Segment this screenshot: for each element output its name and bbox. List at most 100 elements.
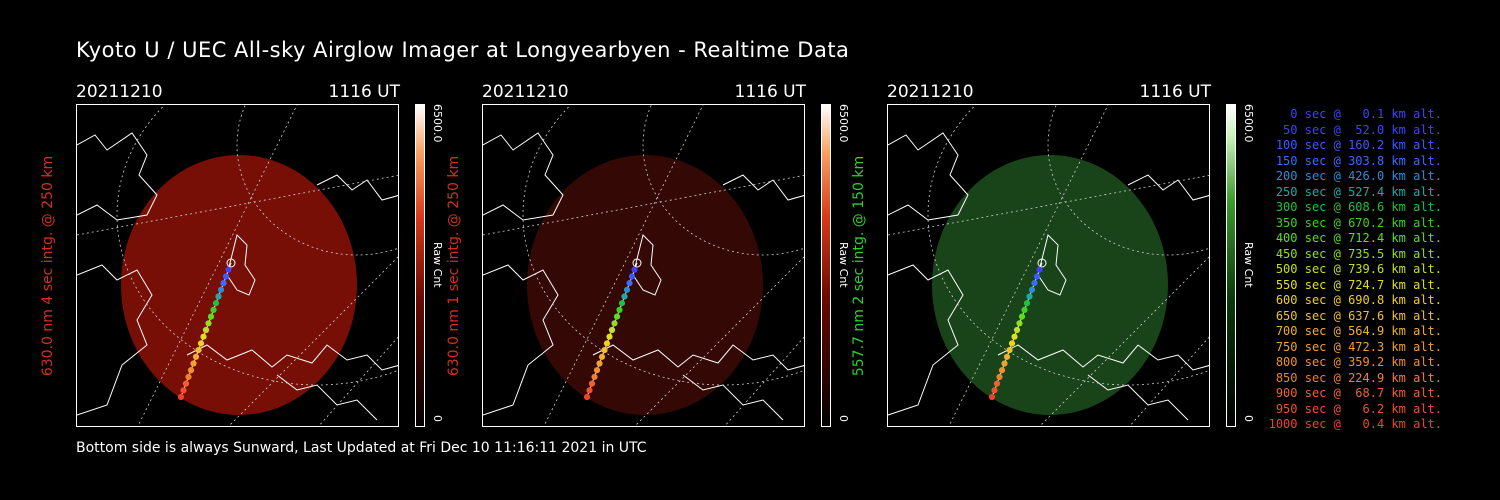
trajectory-point bbox=[593, 367, 601, 374]
panel-ylabel: 557.7 nm 2 sec intg. @ 150 km bbox=[851, 155, 867, 377]
trajectory-point bbox=[205, 320, 212, 327]
legend-entry: 700 sec @ 564.9 km alt. bbox=[1275, 324, 1442, 338]
legend-entry: 100 sec @ 160.2 km alt. bbox=[1275, 138, 1442, 152]
allsky-image bbox=[482, 104, 805, 427]
trajectory-point bbox=[618, 300, 626, 307]
trajectory-point bbox=[616, 306, 623, 313]
trajectory-point bbox=[207, 313, 215, 320]
colorbar-min: 0 bbox=[431, 415, 444, 422]
allsky-image bbox=[76, 104, 399, 427]
colorbar-unit: Raw Cnt bbox=[1242, 242, 1255, 288]
trajectory-legend: 0 sec @ 0.1 km alt. 50 sec @ 52.0 km alt.… bbox=[1262, 107, 1442, 433]
trajectory-point bbox=[215, 293, 222, 300]
imager-panel-1: 20211210 1116 UT 630.0 nm 4 sec intg. @ … bbox=[40, 82, 506, 432]
trajectory-line bbox=[177, 258, 236, 401]
trajectory-point bbox=[192, 353, 200, 360]
trajectory-point bbox=[210, 306, 217, 313]
legend-entry: 350 sec @ 670.2 km alt. bbox=[1275, 215, 1442, 230]
trajectory-point bbox=[220, 280, 227, 287]
airglow-field bbox=[121, 155, 357, 415]
legend-entry: 750 sec @ 472.3 km alt. bbox=[1275, 339, 1442, 354]
trajectory-point bbox=[212, 300, 220, 307]
trajectory-point bbox=[190, 360, 197, 367]
colorbar-max: 6500.0 bbox=[431, 104, 444, 143]
panel-date: 20211210 bbox=[76, 82, 163, 102]
trajectory-point bbox=[603, 340, 611, 347]
airglow-field bbox=[932, 155, 1168, 415]
trajectory-point bbox=[1037, 258, 1047, 268]
colorbar bbox=[415, 104, 425, 427]
colorbar-unit: Raw Cnt bbox=[837, 242, 850, 288]
legend-entry: 950 sec @ 6.2 km alt. bbox=[1275, 401, 1442, 416]
legend-entry: 600 sec @ 690.8 km alt. bbox=[1275, 293, 1442, 307]
trajectory-point bbox=[1026, 293, 1033, 300]
legend-entry: 50 sec @ 52.0 km alt. bbox=[1283, 122, 1442, 137]
legend-entry: 850 sec @ 224.9 km alt. bbox=[1275, 370, 1442, 385]
trajectory-point bbox=[225, 266, 232, 273]
legend-entry: 1000 sec @ 0.4 km alt. bbox=[1268, 417, 1442, 431]
trajectory-point bbox=[1001, 360, 1008, 367]
panel-time: 1116 UT bbox=[1139, 82, 1212, 102]
panel-time: 1116 UT bbox=[328, 82, 401, 102]
trajectory-point bbox=[1021, 306, 1028, 313]
legend-entry: 650 sec @ 637.6 km alt. bbox=[1275, 308, 1442, 323]
trajectory-point bbox=[1003, 353, 1011, 360]
trajectory-point bbox=[182, 380, 190, 387]
legend-entry: 550 sec @ 724.7 km alt. bbox=[1275, 277, 1442, 292]
trajectory-point bbox=[996, 373, 1003, 380]
trajectory-point bbox=[626, 280, 633, 287]
graticule bbox=[77, 105, 398, 426]
trajectory-point bbox=[991, 387, 998, 394]
trajectory-point bbox=[608, 326, 616, 334]
colorbar-max: 6500.0 bbox=[837, 104, 850, 143]
trajectory-point bbox=[988, 393, 996, 401]
trajectory-point bbox=[195, 347, 202, 354]
trajectory-point bbox=[1011, 333, 1018, 340]
colorbar-unit: Raw Cnt bbox=[431, 242, 444, 288]
graticule bbox=[483, 105, 804, 426]
legend-entry: 200 sec @ 426.0 km alt. bbox=[1275, 169, 1442, 183]
trajectory-point bbox=[202, 326, 210, 334]
trajectory-point bbox=[606, 333, 613, 340]
legend-entry: 900 sec @ 68.7 km alt. bbox=[1275, 386, 1442, 400]
trajectory-point bbox=[628, 273, 636, 280]
colorbar-min: 0 bbox=[1242, 415, 1255, 422]
legend-entry: 450 sec @ 735.5 km alt. bbox=[1275, 246, 1442, 261]
trajectory-point bbox=[596, 360, 603, 367]
colorbar-min: 0 bbox=[837, 415, 850, 422]
trajectory-point bbox=[598, 353, 606, 360]
legend-entry: 250 sec @ 527.4 km alt. bbox=[1275, 184, 1442, 199]
trajectory-point bbox=[1028, 286, 1036, 293]
trajectory-point bbox=[1031, 280, 1038, 287]
page-title: Kyoto U / UEC All-sky Airglow Imager at … bbox=[76, 38, 850, 62]
colorbar-max: 6500.0 bbox=[1242, 104, 1255, 143]
trajectory-line bbox=[988, 258, 1047, 401]
trajectory-point bbox=[200, 333, 207, 340]
trajectory-point bbox=[1013, 326, 1021, 334]
trajectory-point bbox=[631, 266, 638, 273]
trajectory-point bbox=[1036, 266, 1043, 273]
panel-time: 1116 UT bbox=[734, 82, 807, 102]
trajectory-point bbox=[591, 373, 598, 380]
trajectory-point bbox=[588, 380, 596, 387]
airglow-field bbox=[527, 155, 763, 415]
trajectory-point bbox=[187, 367, 195, 374]
panel-date: 20211210 bbox=[887, 82, 974, 102]
legend-entry: 400 sec @ 712.4 km alt. bbox=[1275, 231, 1442, 245]
trajectory-point bbox=[226, 258, 236, 268]
coast-outline bbox=[888, 132, 1209, 421]
legend-entry: 0 sec @ 0.1 km alt. bbox=[1290, 107, 1442, 121]
trajectory-point bbox=[1008, 340, 1016, 347]
legend-entry: 800 sec @ 359.2 km alt. bbox=[1275, 355, 1442, 369]
trajectory-point bbox=[1006, 347, 1013, 354]
trajectory-point bbox=[180, 387, 187, 394]
panel-ylabel: 630.0 nm 1 sec intg. @ 250 km bbox=[446, 155, 462, 377]
trajectory-point bbox=[601, 347, 608, 354]
imager-panel-2: 20211210 1116 UT 630.0 nm 1 sec intg. @ … bbox=[446, 82, 912, 432]
legend-entry: 300 sec @ 608.6 km alt. bbox=[1275, 200, 1442, 214]
trajectory-point bbox=[998, 367, 1006, 374]
legend-entry: 500 sec @ 739.6 km alt. bbox=[1275, 262, 1442, 276]
coast-outline bbox=[77, 132, 398, 421]
graticule bbox=[888, 105, 1209, 426]
coast-outline bbox=[483, 132, 804, 421]
